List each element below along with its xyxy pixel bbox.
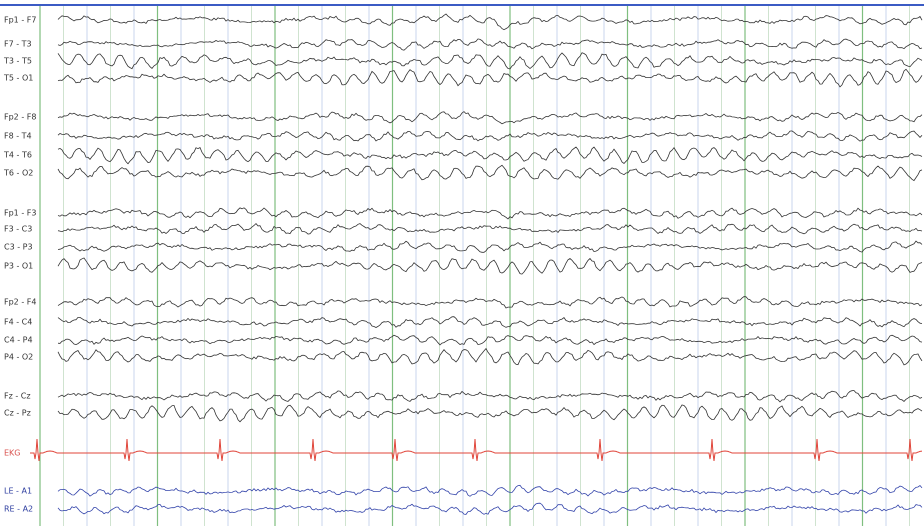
eeg-trace xyxy=(57,13,923,31)
channel-label: Fp2 - F4 xyxy=(4,298,36,307)
eeg-trace xyxy=(57,296,923,309)
eeg-trace xyxy=(57,111,923,125)
channel-label: C4 - P4 xyxy=(4,336,33,345)
channel-label: T5 - O1 xyxy=(3,74,33,83)
channel-label: P3 - O1 xyxy=(4,262,33,271)
channel-label: F3 - C3 xyxy=(4,225,32,234)
channel-label: F8 - T4 xyxy=(4,132,32,141)
channel-label: F7 - T3 xyxy=(4,40,32,49)
channel-label: Fz - Cz xyxy=(4,392,31,401)
eeg-trace xyxy=(57,257,923,275)
channel-label: Fp1 - F3 xyxy=(4,209,36,218)
channel-label: Cz - Pz xyxy=(4,409,31,418)
eeg-trace xyxy=(57,316,923,328)
channel-label: RE - A2 xyxy=(4,505,33,514)
eeg-trace xyxy=(57,130,923,142)
ekg-trace xyxy=(30,438,923,462)
channel-label: T4 - T6 xyxy=(3,151,32,160)
channel-label: T6 - O2 xyxy=(3,169,33,178)
channel-label: P4 - O2 xyxy=(4,353,33,362)
eeg-trace xyxy=(57,347,923,366)
eeg-trace xyxy=(57,68,923,88)
eeg-trace xyxy=(57,390,923,403)
channel-label: C3 - P3 xyxy=(4,243,33,252)
traces xyxy=(30,13,923,515)
channel-label: LE - A1 xyxy=(4,487,32,496)
eeg-trace xyxy=(57,38,923,51)
channel-label: Fp1 - F7 xyxy=(4,16,36,25)
eeg-trace xyxy=(57,502,923,515)
channel-label: F4 - C4 xyxy=(4,318,32,327)
eeg-trace xyxy=(57,484,923,497)
channel-label: Fp2 - F8 xyxy=(4,113,36,122)
eeg-trace xyxy=(57,207,923,220)
time-grid xyxy=(39,6,910,526)
channel-labels: Fp1 - F7 F7 - T3 T3 - T5 T5 - O1 Fp2 - F8 F8 … xyxy=(3,16,36,514)
eeg-trace xyxy=(57,146,923,165)
eeg-trace xyxy=(57,404,923,423)
eeg-trace xyxy=(57,164,923,182)
eeg-trace xyxy=(57,240,923,253)
eeg-trace xyxy=(57,223,923,235)
channel-label: T3 - T5 xyxy=(3,57,32,66)
eeg-trace xyxy=(57,52,923,70)
eeg-trace xyxy=(57,334,923,346)
channel-label: EKG xyxy=(4,449,21,458)
